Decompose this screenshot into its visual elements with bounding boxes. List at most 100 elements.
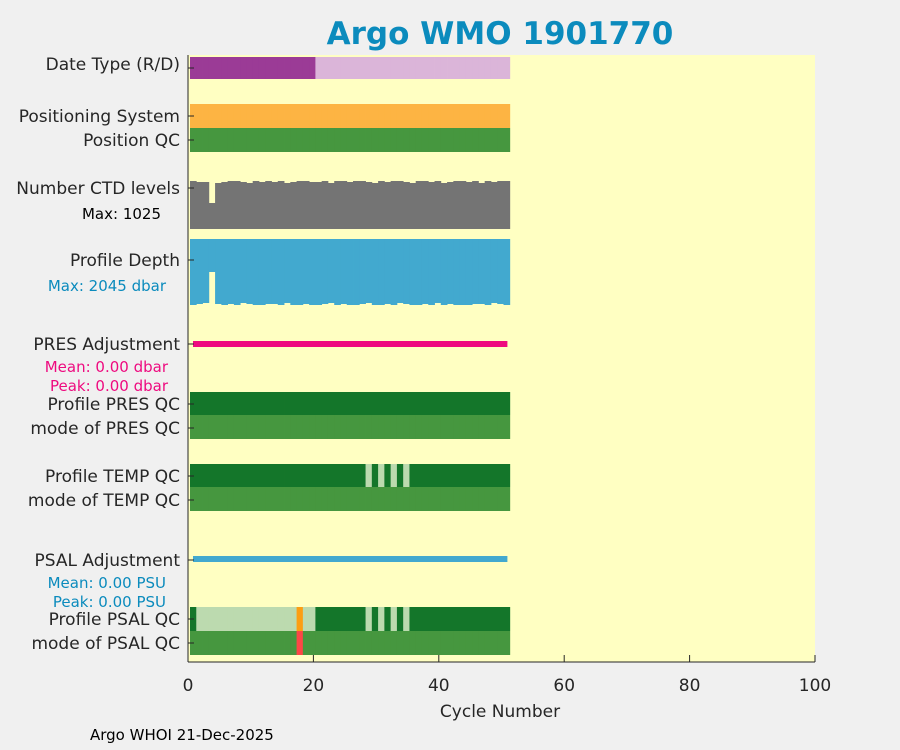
psal-qc-cell [472, 607, 479, 631]
ctd-levels-cell [490, 182, 498, 229]
ctd-levels-cell [409, 183, 417, 229]
ctd-levels-cell [265, 181, 272, 229]
position-qc-cell [415, 128, 423, 152]
pres-mode-cell [396, 415, 404, 439]
profile-depth-cell [258, 239, 266, 305]
positioning-cell [246, 104, 254, 128]
psal-mode-cell [503, 631, 511, 655]
temp-mode-cell [215, 487, 222, 511]
temp-mode-cell [447, 487, 454, 511]
position-qc-cell [246, 128, 254, 152]
chart-title: Argo WMO 1901770 [327, 16, 674, 52]
pres-qc-cell [396, 392, 404, 415]
pres-mode-cell [309, 415, 316, 439]
ctd-levels-cell [271, 182, 279, 229]
ctd-levels-cell [321, 181, 329, 229]
psal-mode-cell [284, 631, 291, 655]
pres-qc-cell [384, 392, 392, 415]
temp-qc-cell [290, 464, 297, 487]
temp-mode-cell [221, 487, 229, 511]
position-qc-cell [215, 128, 222, 152]
pres-mode-cell [428, 415, 435, 439]
position-qc-cell [365, 128, 373, 152]
temp-mode-cell [359, 487, 366, 511]
psal-mode-cell [484, 631, 492, 655]
positioning-cell [346, 104, 354, 128]
ctd-levels-cell [277, 181, 285, 229]
profile-depth-cell [396, 239, 404, 303]
date-type-cell [309, 57, 316, 79]
psal-mode-cell [252, 631, 260, 655]
psal-qc-cell [290, 607, 297, 631]
temp-qc-cell [359, 464, 366, 487]
positioning-cell [284, 104, 291, 128]
pres-mode-cell [490, 415, 498, 439]
psal-mode-cell [359, 631, 366, 655]
psal-mode-cell [434, 631, 442, 655]
psal-mode-cell [215, 631, 222, 655]
psal-mode-cell [396, 631, 404, 655]
label-psal-qc: Profile PSAL QC [49, 610, 180, 630]
temp-qc-cell [315, 464, 323, 487]
pres-qc-cell [365, 392, 373, 415]
pres-mode-cell [252, 415, 260, 439]
ctd-levels-cell [353, 181, 360, 229]
temp-qc-cell [365, 464, 373, 487]
positioning-cell [359, 104, 366, 128]
pres-mode-cell [472, 415, 479, 439]
date-type-cell [302, 57, 310, 79]
pres-qc-cell [390, 392, 398, 415]
psal-mode-cell [447, 631, 454, 655]
pres-mode-cell [258, 415, 266, 439]
psal-mode-cell [415, 631, 423, 655]
positioning-cell [208, 104, 216, 128]
position-qc-cell [434, 128, 442, 152]
psal-mode-cell [353, 631, 360, 655]
position-qc-cell [346, 128, 354, 152]
pres-qc-cell [440, 392, 448, 415]
profile-depth-cell [371, 239, 379, 305]
x-tick-label: 60 [553, 676, 575, 696]
x-tick-label: 100 [799, 676, 831, 696]
date-type-cell [365, 57, 373, 79]
position-qc-cell [277, 128, 285, 152]
psal-qc-cell [215, 607, 222, 631]
pres-mode-cell [221, 415, 229, 439]
position-qc-cell [196, 128, 203, 152]
temp-mode-cell [265, 487, 272, 511]
temp-mode-cell [384, 487, 392, 511]
temp-qc-cell [490, 464, 498, 487]
pres-mode-cell [403, 415, 410, 439]
psal-mode-cell [271, 631, 279, 655]
temp-qc-cell [428, 464, 435, 487]
positioning-cell [309, 104, 316, 128]
temp-mode-cell [403, 487, 410, 511]
pres-qc-cell [428, 392, 435, 415]
pres-mode-cell [284, 415, 291, 439]
pres-mode-cell [246, 415, 254, 439]
psal-qc-cell [428, 607, 435, 631]
psal-mode-cell [472, 631, 479, 655]
temp-qc-cell [340, 464, 348, 487]
pres-mode-cell [378, 415, 385, 439]
psal-qc-cell [296, 607, 304, 631]
profile-depth-cell [340, 239, 348, 304]
positioning-cell [277, 104, 285, 128]
profile-depth-cell [202, 239, 210, 303]
positioning-cell [378, 104, 385, 128]
temp-mode-cell [409, 487, 417, 511]
date-type-cell [390, 57, 398, 79]
psal-qc-cell [447, 607, 454, 631]
ctd-levels-cell [315, 182, 323, 229]
temp-qc-cell [346, 464, 354, 487]
ctd-levels-cell [371, 183, 379, 229]
temp-qc-cell [258, 464, 266, 487]
temp-mode-cell [321, 487, 329, 511]
psal-mode-cell [265, 631, 272, 655]
profile-depth-cell [490, 239, 498, 303]
profile-depth-cell [428, 239, 435, 305]
profile-depth-cell [334, 239, 341, 305]
pres-qc-cell [478, 392, 486, 415]
psal-mode-cell [327, 631, 335, 655]
pres-qc-cell [309, 392, 316, 415]
